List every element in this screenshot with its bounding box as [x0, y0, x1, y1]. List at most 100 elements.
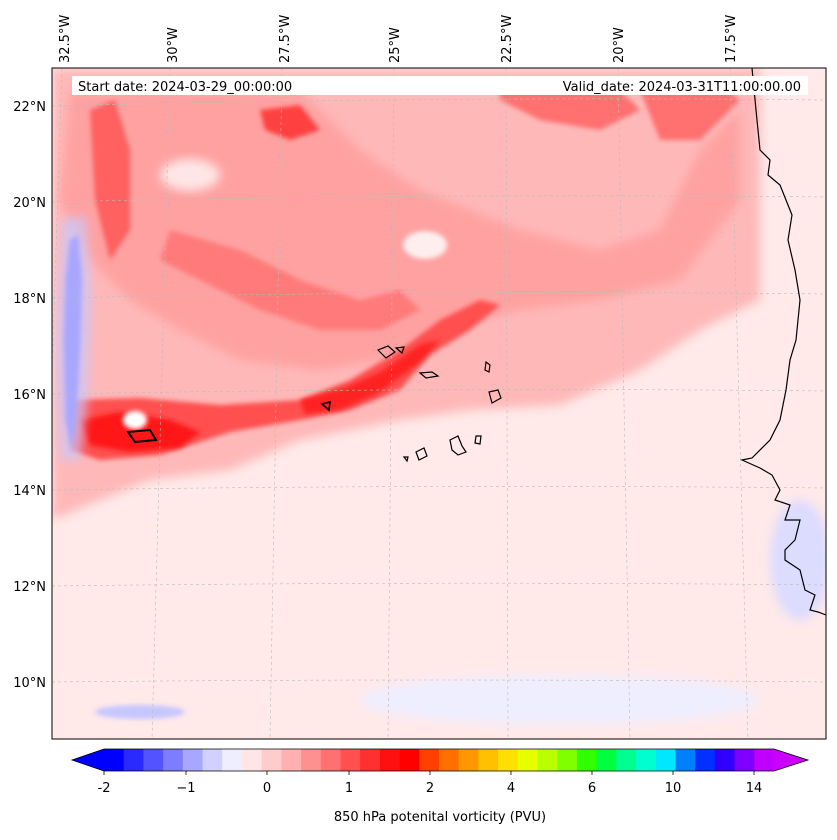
colorbar-cell	[636, 749, 657, 771]
colorbar-tick-labels: -2 −1 0 1 2 4 6 10 14	[98, 781, 763, 796]
cape-verde-sao-vicente	[394, 346, 405, 355]
colorbar-cell	[458, 749, 480, 771]
cape-verde-fogo	[415, 447, 428, 461]
lat-label: 20°N	[13, 196, 46, 211]
colorbar-cell	[143, 749, 164, 771]
cape-verde-sal	[484, 360, 491, 373]
cape-verde-boa-vista	[488, 389, 502, 404]
colorbar-cell	[241, 749, 263, 771]
colorbar-tick-label: 6	[588, 781, 596, 796]
cape-verde-brava	[402, 456, 409, 463]
lon-label: 30°W	[166, 27, 181, 63]
colorbar-cell	[616, 749, 637, 771]
colorbar-cell	[301, 749, 322, 771]
colorbar-cell	[596, 749, 617, 771]
pv-core-islands	[300, 340, 440, 414]
colorbar-tick-label: 10	[665, 781, 682, 796]
pv-light-patch-3	[160, 159, 220, 191]
colorbar-ticks	[103, 771, 755, 775]
colorbar-cell	[419, 749, 440, 771]
valid-date-label: Valid_date: 2024-03-31T11:00:00.00	[563, 80, 801, 95]
lat-label: 12°N	[13, 580, 46, 595]
graticule	[52, 68, 826, 739]
lon-label: 17.5°W	[724, 15, 739, 63]
pv-core-west	[80, 412, 200, 452]
lon-label: 32.5°W	[58, 15, 73, 63]
pv-light-patch-2	[123, 411, 147, 429]
pv-light-patch-1	[403, 231, 447, 259]
colorbar-max-extend	[774, 749, 808, 771]
pv-negative-south-2	[360, 675, 760, 725]
lon-label: 20°W	[612, 27, 627, 63]
colorbar-cell	[675, 749, 696, 771]
colorbar-cell	[576, 749, 598, 771]
pv-negative-west-halo	[56, 215, 92, 460]
colorbar-tick-label: 14	[746, 781, 763, 796]
colorbar-cell	[202, 749, 223, 771]
colorbar: -2 −1 0 1 2 4 6 10 14 850 hPa potenital …	[70, 748, 810, 825]
colorbar-cell	[695, 749, 716, 771]
pv-streak-north-1	[90, 100, 130, 260]
cape-verde-maio	[474, 435, 482, 445]
pv-region-nw	[60, 90, 740, 370]
colorbar-cell	[360, 749, 381, 771]
colorbar-cell	[754, 749, 775, 771]
colorbar-min-extend	[72, 749, 104, 771]
colorbar-cell	[399, 749, 420, 771]
colorbar-cell	[123, 749, 145, 771]
map-panel: Start date: 2024-03-29_00:00:00 Valid_da…	[51, 67, 827, 740]
cape-verde-santo-antao	[376, 345, 396, 359]
pv-negative-south-1	[95, 705, 185, 719]
lat-label: 16°N	[13, 388, 46, 403]
lat-label: 10°N	[13, 676, 46, 691]
colorbar-cell	[714, 749, 736, 771]
lon-label: 27.5°W	[278, 15, 293, 63]
colorbar-tick-label: −1	[176, 781, 195, 796]
coastlines	[126, 67, 827, 616]
cape-verde-sao-nicolau	[418, 371, 440, 379]
info-bar	[72, 76, 808, 95]
lat-label: 14°N	[13, 484, 46, 499]
colorbar-tick-label: -2	[98, 781, 111, 796]
pv-streak-mid	[160, 230, 420, 330]
colorbar-title: 850 hPa potenital vorticity (PVU)	[334, 810, 546, 825]
colorbar-cell	[439, 749, 460, 771]
colorbar-cell	[182, 749, 204, 771]
africa-coastline	[740, 67, 827, 616]
pv-negative-south-3	[770, 500, 826, 620]
lat-label: 18°N	[13, 292, 46, 307]
lon-label: 25°W	[388, 27, 403, 63]
pv-streak-north-2	[260, 105, 320, 140]
colorbar-tick-label: 2	[426, 781, 434, 796]
latitude-labels: 22°N 20°N 18°N 16°N 14°N 12°N 10°N	[13, 100, 46, 691]
lon-label: 22.5°W	[500, 15, 515, 63]
start-date-label: Start date: 2024-03-29_00:00:00	[78, 80, 292, 95]
colorbar-cell	[261, 749, 282, 771]
cape-verde-santiago	[449, 435, 467, 456]
colorbar-cell	[281, 749, 302, 771]
colorbar-cell	[734, 749, 755, 771]
pv-max-marker-center	[320, 400, 331, 412]
colorbar-cell	[163, 749, 184, 771]
colorbar-cell	[557, 749, 578, 771]
colorbar-cells	[104, 749, 775, 771]
colorbar-cell	[379, 749, 401, 771]
colorbar-cell	[655, 749, 677, 771]
colorbar-cell	[104, 749, 125, 771]
colorbar-cell	[517, 749, 539, 771]
colorbar-cell	[498, 749, 519, 771]
pv-streak-main	[70, 300, 500, 460]
colorbar-tick-label: 0	[263, 781, 271, 796]
colorbar-cell	[340, 749, 361, 771]
colorbar-tick-label: 1	[345, 781, 353, 796]
colorbar-cell	[320, 749, 342, 771]
lat-label: 22°N	[13, 100, 46, 115]
colorbar-cell	[537, 749, 558, 771]
colorbar-cell	[222, 749, 243, 771]
colorbar-cell	[478, 749, 499, 771]
colorbar-tick-label: 4	[507, 781, 515, 796]
map-frame	[51, 67, 827, 740]
longitude-labels: 32.5°W 30°W 27.5°W 25°W 22.5°W 20°W 17.5…	[58, 15, 739, 63]
pv-max-marker-west	[126, 428, 158, 444]
